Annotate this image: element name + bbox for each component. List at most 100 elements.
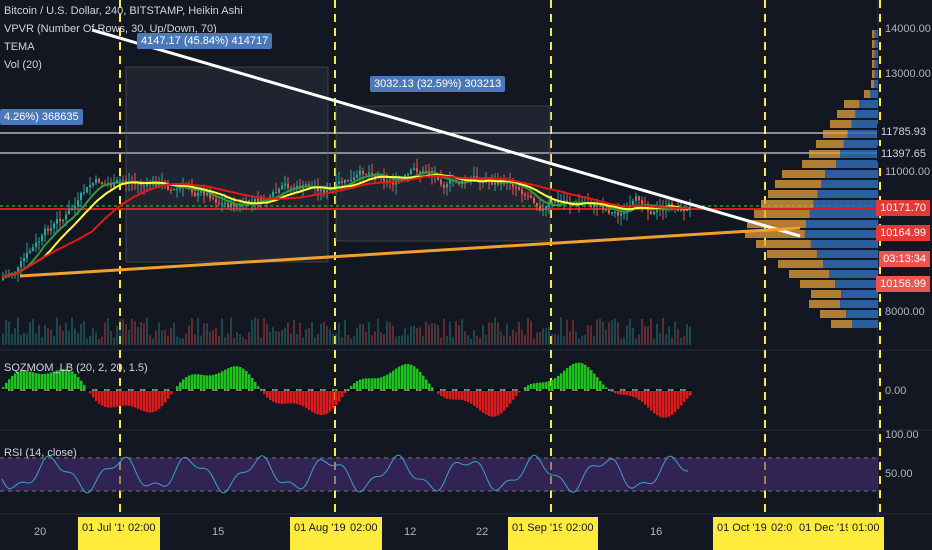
sqz-bar bbox=[362, 378, 365, 390]
sqz-bar bbox=[632, 390, 635, 397]
volume-bar bbox=[23, 332, 25, 345]
rsi-legend[interactable]: RSI (14, close) bbox=[4, 447, 77, 459]
candle-body bbox=[365, 173, 367, 175]
sqz-dot bbox=[365, 389, 368, 391]
sqz-bar bbox=[140, 390, 143, 411]
candle-body bbox=[2, 277, 4, 280]
sqz-bar bbox=[617, 390, 620, 395]
candle-body bbox=[491, 181, 493, 185]
sqz-dot bbox=[167, 389, 170, 391]
volume-bar bbox=[638, 334, 640, 345]
candle-body bbox=[638, 196, 640, 201]
vpvr-bar-up bbox=[810, 240, 878, 248]
sqzmom-legend[interactable]: SQZMOM_LB (20, 2, 20, 1.5) bbox=[4, 362, 148, 374]
candle-body bbox=[371, 172, 373, 177]
sqz-bar bbox=[530, 383, 533, 390]
time-label-highlight: 01 Sep '19 bbox=[508, 517, 569, 550]
sqz-dot bbox=[71, 389, 74, 391]
sqz-bar bbox=[68, 369, 71, 390]
sqz-bar bbox=[587, 367, 590, 390]
sqz-bar bbox=[683, 390, 686, 403]
sqz-dot bbox=[212, 389, 215, 391]
sqz-bar bbox=[206, 375, 209, 390]
volume-bar bbox=[44, 324, 46, 345]
candle-body bbox=[140, 183, 142, 186]
sqz-bar bbox=[107, 390, 110, 408]
candle-body bbox=[614, 211, 616, 213]
sqz-dot bbox=[329, 389, 332, 391]
volume-bar bbox=[188, 325, 190, 345]
candle-body bbox=[173, 188, 175, 191]
time-label: 16 bbox=[650, 526, 663, 538]
sqz-dot bbox=[386, 389, 389, 391]
sqz-bar bbox=[503, 390, 506, 411]
candle-body bbox=[632, 200, 634, 206]
sqz-dot bbox=[377, 389, 380, 391]
sqz-dot bbox=[86, 389, 89, 391]
sqz-dot bbox=[308, 389, 311, 391]
sqz-dot bbox=[497, 389, 500, 391]
sqz-bar bbox=[110, 390, 113, 408]
sqz-dot bbox=[320, 389, 323, 391]
volume-bar bbox=[230, 317, 232, 345]
tema-legend[interactable]: TEMA bbox=[4, 41, 35, 53]
sqz-dot bbox=[131, 389, 134, 391]
volume-bar bbox=[380, 332, 382, 345]
time-label-highlight: 02:00 bbox=[562, 517, 598, 550]
current-price: 10156.99 bbox=[876, 276, 930, 292]
sqz-dot bbox=[530, 389, 533, 391]
sqz-dot bbox=[200, 389, 203, 391]
volume-bar bbox=[656, 323, 658, 345]
vol-legend[interactable]: Vol (20) bbox=[4, 59, 42, 71]
sqz-dot bbox=[182, 389, 185, 391]
vpvr-bar-down bbox=[831, 320, 853, 328]
volume-bar bbox=[314, 337, 316, 345]
candle-body bbox=[233, 203, 235, 207]
sqz-dot bbox=[293, 389, 296, 391]
sqz-bar bbox=[296, 390, 299, 405]
volume-bar bbox=[335, 333, 337, 345]
volume-bar bbox=[323, 321, 325, 345]
sqz-bar bbox=[524, 386, 527, 390]
countdown-timer: 03:13:34 bbox=[879, 251, 930, 267]
price-label-8000: 8000.00 bbox=[885, 306, 925, 318]
sqz-dot bbox=[407, 389, 410, 391]
sqz-dot bbox=[371, 389, 374, 391]
sqz-bar bbox=[464, 390, 467, 401]
sqz-dot bbox=[596, 389, 599, 391]
sqz-dot bbox=[464, 389, 467, 391]
candle-body bbox=[356, 175, 358, 178]
sqz-dot bbox=[368, 389, 371, 391]
volume-bar bbox=[602, 321, 604, 345]
candle-body bbox=[20, 261, 22, 268]
sqz-bar bbox=[71, 371, 74, 390]
sqz-dot bbox=[635, 389, 638, 391]
sqz-bar bbox=[164, 390, 167, 403]
candle-body bbox=[236, 206, 238, 208]
sqz-dot bbox=[401, 389, 404, 391]
candle-body bbox=[98, 178, 100, 183]
sqz-dot bbox=[113, 389, 116, 391]
sqz-bar bbox=[638, 390, 641, 400]
sqz-bar bbox=[59, 369, 62, 390]
sqz-dot bbox=[473, 389, 476, 391]
sqz-bar bbox=[311, 390, 314, 412]
sqz-bar bbox=[599, 380, 602, 390]
sqz-dot bbox=[233, 389, 236, 391]
vpvr-bar-down bbox=[809, 300, 841, 308]
vpvr-bar-up bbox=[852, 320, 878, 328]
sqz-dot bbox=[284, 389, 287, 391]
candle-body bbox=[11, 273, 13, 275]
volume-bar bbox=[377, 318, 379, 345]
sqz-dot bbox=[59, 389, 62, 391]
sqz-bar bbox=[221, 371, 224, 390]
sqz-dot bbox=[323, 389, 326, 391]
sqz-bar bbox=[380, 377, 383, 390]
volume-bar bbox=[203, 323, 205, 345]
candle-body bbox=[320, 189, 322, 192]
vpvr-bar-up bbox=[805, 220, 878, 228]
volume-bar bbox=[422, 336, 424, 345]
vpvr-legend[interactable]: VPVR (Number Of Rows, 30, Up/Down, 70) bbox=[4, 23, 217, 35]
candle-body bbox=[92, 182, 94, 186]
